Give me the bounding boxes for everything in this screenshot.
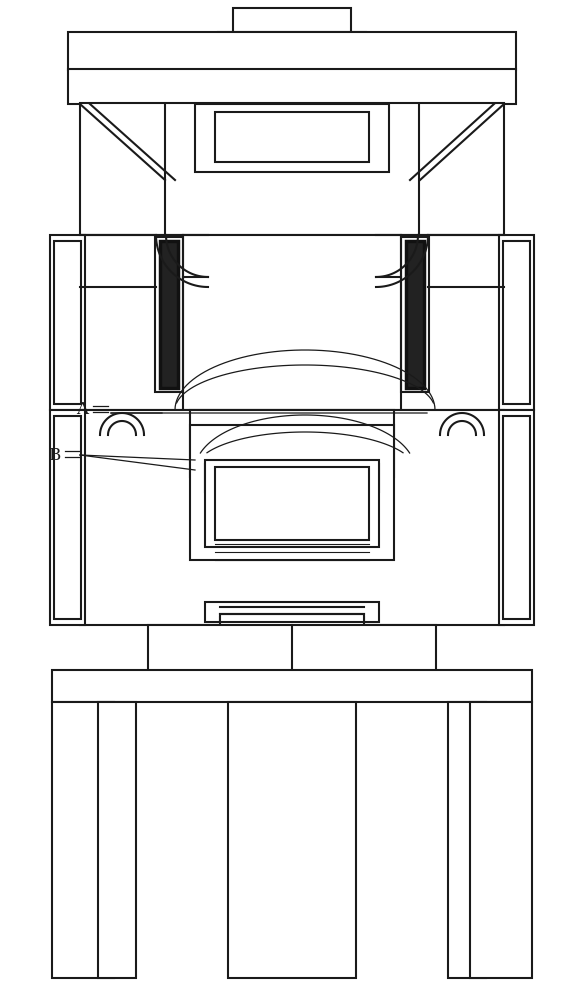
Bar bbox=[215, 467, 369, 540]
Bar bbox=[54, 416, 81, 619]
Bar bbox=[190, 425, 394, 560]
Bar bbox=[50, 410, 85, 625]
Bar bbox=[98, 702, 136, 978]
Bar bbox=[448, 702, 486, 978]
Bar bbox=[205, 602, 379, 622]
Bar bbox=[68, 69, 516, 104]
Bar bbox=[54, 241, 81, 404]
Bar bbox=[80, 103, 504, 235]
Bar bbox=[228, 702, 356, 978]
Bar bbox=[155, 237, 183, 392]
Bar bbox=[406, 241, 424, 388]
Text: A: A bbox=[76, 401, 88, 418]
Bar bbox=[52, 702, 114, 978]
Text: B: B bbox=[48, 446, 60, 464]
Bar bbox=[205, 460, 379, 547]
Bar bbox=[220, 617, 364, 627]
Bar bbox=[80, 410, 504, 625]
Bar bbox=[148, 625, 436, 672]
Bar bbox=[160, 241, 178, 388]
Bar bbox=[503, 241, 530, 404]
Bar bbox=[359, 464, 379, 492]
Bar bbox=[220, 614, 364, 622]
Bar bbox=[470, 702, 532, 978]
Bar bbox=[401, 237, 429, 392]
Bar bbox=[80, 235, 504, 410]
Bar bbox=[218, 32, 366, 52]
Bar bbox=[233, 8, 351, 36]
Bar bbox=[195, 104, 389, 172]
Bar bbox=[215, 112, 369, 162]
Bar bbox=[68, 32, 516, 70]
Bar bbox=[503, 416, 530, 619]
Bar bbox=[50, 235, 85, 410]
Bar bbox=[499, 235, 534, 410]
Bar bbox=[52, 670, 532, 702]
Bar bbox=[190, 410, 394, 477]
Bar bbox=[205, 464, 225, 492]
Bar bbox=[499, 410, 534, 625]
